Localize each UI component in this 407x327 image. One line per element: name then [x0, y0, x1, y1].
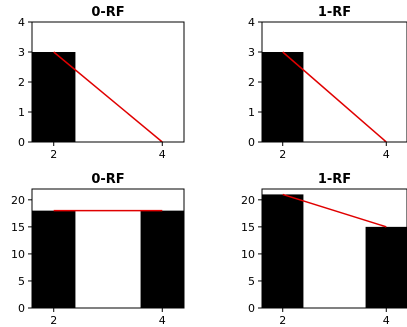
chart-title: 0-RF [91, 172, 124, 187]
y-tick-label: 20 [11, 194, 25, 207]
x-tick-label: 2 [50, 148, 57, 161]
series-line [282, 193, 387, 228]
y-tick-label: 4 [18, 16, 25, 29]
subplot-top-right: 0 1 2 3 4 2 4 1-RF [248, 5, 407, 161]
x-tick-label: 2 [279, 314, 286, 327]
bar-x-4 [365, 226, 407, 308]
subplot-bottom-right: 0 5 10 15 20 2 4 1-RF [241, 172, 407, 327]
y-tick-label: 10 [11, 248, 25, 261]
y-tick-label: 15 [11, 221, 25, 234]
y-tick-label: 0 [18, 302, 25, 315]
y-tick-label: 20 [241, 194, 255, 207]
y-tick-label: 15 [241, 221, 255, 234]
chart-title: 0-RF [91, 5, 124, 20]
subplot-bottom-left: 0 5 10 15 20 2 4 0-RF [11, 172, 185, 327]
bar-x-2 [262, 194, 304, 308]
chart-title: 1-RF [318, 5, 351, 20]
y-tick-label: 3 [18, 46, 25, 59]
y-tick-label: 3 [248, 46, 255, 59]
y-tick-label: 1 [18, 106, 25, 119]
y-tick-label: 0 [248, 136, 255, 149]
y-tick-label: 2 [248, 76, 255, 89]
series-line [282, 51, 387, 143]
y-tick-label: 0 [18, 136, 25, 149]
y-tick-label: 1 [248, 106, 255, 119]
y-tick-label: 4 [248, 16, 255, 29]
x-tick-label: 4 [383, 148, 390, 161]
y-tick-label: 5 [248, 275, 255, 288]
y-tick-label: 2 [18, 76, 25, 89]
bar-x-2 [262, 52, 304, 142]
y-tick-label: 10 [241, 248, 255, 261]
x-tick-label: 2 [50, 314, 57, 327]
x-tick-label: 4 [159, 148, 166, 161]
subplot-top-left: 0 1 2 3 4 2 4 0-RF [18, 5, 185, 161]
axes-frame [261, 188, 407, 309]
bar-x-2 [32, 52, 76, 142]
x-tick-label: 2 [279, 148, 286, 161]
x-tick-label: 4 [159, 314, 166, 327]
bar-x-2 [32, 210, 76, 308]
y-tick-label: 0 [248, 302, 255, 315]
chart-title: 1-RF [318, 172, 351, 187]
axes-frame [31, 188, 185, 309]
series-line [53, 51, 163, 143]
y-tick-label: 5 [18, 275, 25, 288]
bar-x-4 [140, 210, 184, 308]
x-tick-label: 4 [383, 314, 390, 327]
